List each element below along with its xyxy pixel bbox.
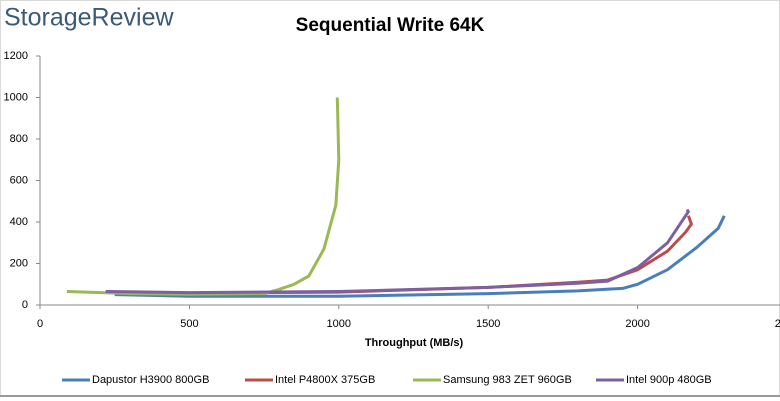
chart-title: Sequential Write 64K (296, 15, 485, 36)
x-tick-label: 2000 (625, 318, 649, 330)
legend-label: Dapustor H3900 800GB (92, 374, 209, 386)
series-line (66, 97, 341, 296)
y-tick-label: 200 (10, 257, 28, 269)
x-tick-label: 2500 (775, 318, 780, 330)
y-tick-label: 800 (10, 133, 28, 145)
x-tick-label: 0 (37, 318, 43, 330)
y-tick-label: 600 (10, 174, 28, 186)
y-tick-label: 1200 (4, 50, 28, 62)
legend-label: Samsung 983 ZET 960GB (443, 374, 572, 386)
x-axis-label: Throughput (MB/s) (365, 337, 464, 349)
y-tick-label: 1000 (4, 91, 28, 103)
y-tick-label: 400 (10, 216, 28, 228)
x-tick-label: 1000 (327, 318, 351, 330)
series-line (114, 215, 726, 298)
legend-label: Intel 900p 480GB (626, 374, 712, 386)
series-line (105, 208, 690, 295)
legend-label: Intel P4800X 375GB (275, 374, 375, 386)
brand-logo: StorageReview (4, 4, 174, 32)
y-tick-label: 0 (22, 299, 28, 311)
x-tick-label: 500 (180, 318, 198, 330)
x-tick-label: 1500 (476, 318, 500, 330)
